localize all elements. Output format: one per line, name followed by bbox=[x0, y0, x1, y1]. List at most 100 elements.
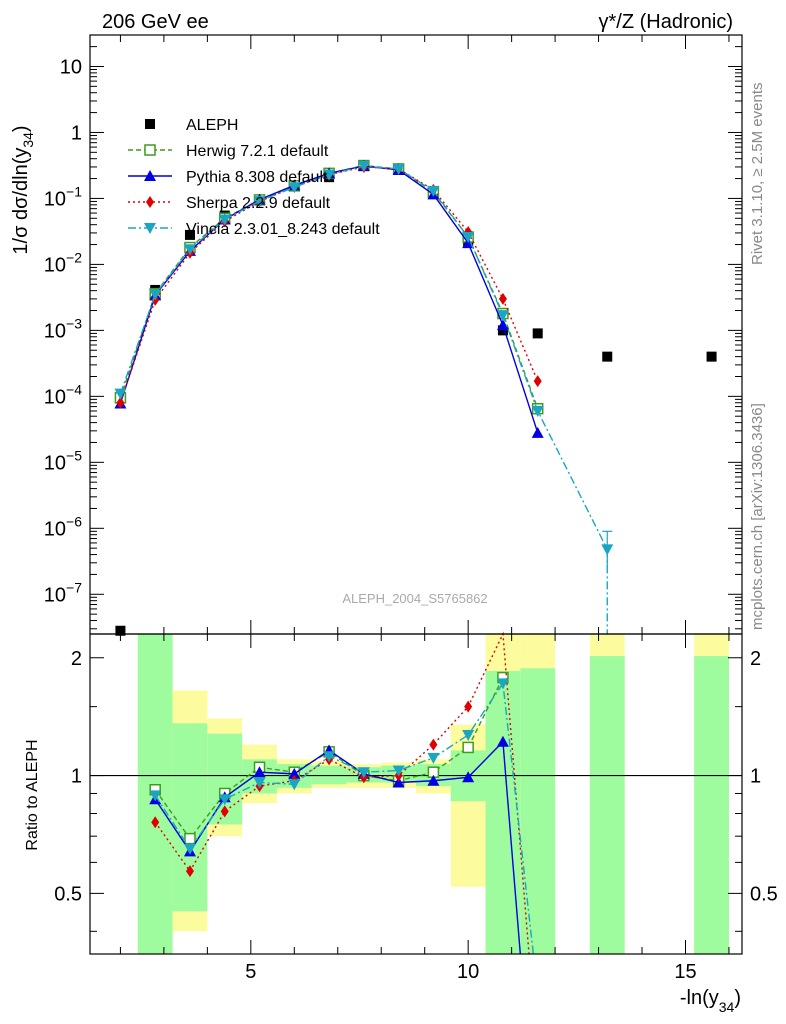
data-point-vincia bbox=[462, 232, 475, 244]
data-point-vincia bbox=[114, 388, 127, 400]
legend: ALEPH Herwig 7.2.1 default Pythia 8.308 de… bbox=[128, 117, 380, 238]
main-y-tick-label: 10−3 bbox=[44, 315, 82, 342]
main-y-tick-exponent: −1 bbox=[66, 183, 82, 199]
data-point-aleph bbox=[184, 229, 195, 240]
data-point-vincia bbox=[357, 161, 370, 173]
legend-marker-herwig bbox=[144, 144, 156, 156]
x-tick-label: 10 bbox=[457, 961, 479, 983]
ratio-band-green bbox=[520, 668, 556, 954]
x-axis-label-sub: 34 bbox=[719, 999, 735, 1015]
main-y-tick-label: 10−1 bbox=[44, 183, 82, 210]
legend-marker-vincia bbox=[144, 223, 156, 234]
data-point-vincia bbox=[531, 405, 544, 417]
main-y-tick-base: 1 bbox=[71, 122, 82, 144]
ratio-y-tick-label-right: 1 bbox=[750, 766, 761, 788]
legend-marker-sherpa bbox=[146, 196, 154, 208]
rivet-side-label: Rivet 3.1.10, ≥ 2.5M events bbox=[749, 83, 766, 266]
main-y-tick-label: 1 bbox=[71, 122, 82, 144]
ratio-uncertainty-bands bbox=[90, 634, 742, 954]
ratio-point-vincia bbox=[149, 790, 162, 802]
ratio-point-vincia bbox=[427, 752, 440, 764]
x-axis-label: -ln(y34) bbox=[680, 987, 741, 1015]
ratio-point-sherpa bbox=[429, 738, 438, 751]
main-y-tick-base: 10 bbox=[44, 254, 66, 276]
ratio-point-pythia bbox=[496, 735, 509, 747]
ratio-point-vincia bbox=[392, 765, 405, 777]
ratio-point-pythia bbox=[462, 771, 475, 783]
ratio-point-vincia bbox=[357, 767, 370, 779]
analysis-watermark: ALEPH_2004_S5765862 bbox=[342, 591, 487, 606]
main-y-tick-label: 10 bbox=[60, 56, 82, 78]
main-y-axis-label-sub: 34 bbox=[20, 132, 36, 148]
data-point-sherpa bbox=[498, 292, 507, 305]
data-point-vincia bbox=[288, 182, 301, 194]
ratio-point-sherpa bbox=[151, 816, 160, 829]
data-point-vincia bbox=[392, 163, 405, 175]
ratio-point-pythia bbox=[288, 767, 301, 779]
ratio-point-vincia bbox=[183, 843, 196, 855]
ratio-plot-frame bbox=[89, 633, 743, 955]
ratio-point-vincia bbox=[323, 751, 336, 763]
ratio-point-vincia bbox=[218, 794, 231, 806]
ratio-point-vincia bbox=[253, 777, 266, 789]
ratio-point-pythia bbox=[427, 774, 440, 786]
main-y-tick-label: 10−4 bbox=[44, 381, 82, 408]
ratio-point-pythia bbox=[253, 766, 266, 778]
main-y-tick-exponent: −7 bbox=[66, 579, 82, 595]
main-y-tick-base: 10 bbox=[44, 320, 66, 342]
x-tick-label: 5 bbox=[245, 961, 256, 983]
x-axis-label-text: -ln(y bbox=[680, 987, 719, 1009]
ratio-y-tick-label-right: 2 bbox=[750, 648, 761, 670]
ratio-line-vincia bbox=[154, 681, 535, 955]
data-point-vincia bbox=[253, 196, 266, 208]
main-y-axis-label-close: ) bbox=[10, 125, 32, 132]
main-y-tick-base: 10 bbox=[44, 584, 66, 606]
header-right-title: γ*/Z (Hadronic) bbox=[599, 11, 733, 33]
main-y-tick-label: 10−7 bbox=[44, 579, 82, 606]
ratio-plot-area bbox=[149, 631, 535, 955]
data-point-pythia bbox=[531, 426, 544, 438]
data-point-vincia bbox=[323, 169, 336, 181]
ratio-point-herwig bbox=[184, 832, 196, 845]
data-point-vincia bbox=[149, 289, 162, 301]
main-y-tick-base: 10 bbox=[44, 518, 66, 540]
legend-label-herwig: Herwig 7.2.1 default bbox=[186, 143, 329, 160]
ratio-point-sherpa bbox=[185, 865, 194, 878]
x-tick-label: 15 bbox=[674, 961, 696, 983]
mcplots-side-label: mcplots.cern.ch [arXiv:1306.3436] bbox=[749, 403, 766, 630]
legend-marker-aleph bbox=[145, 119, 155, 129]
ratio-point-sherpa bbox=[220, 805, 229, 818]
ratio-band-green bbox=[589, 656, 625, 954]
ratio-y-tick-label-right: 0.5 bbox=[750, 883, 778, 905]
legend-marker-pythia bbox=[144, 170, 156, 181]
data-point-vincia bbox=[496, 310, 509, 322]
legend-label-pythia: Pythia 8.308 default bbox=[186, 169, 328, 186]
ratio-y-tick-label: 1 bbox=[71, 766, 82, 788]
ratio-point-vincia bbox=[462, 729, 475, 741]
data-point-sherpa bbox=[116, 396, 125, 409]
series-line-vincia bbox=[119, 165, 608, 550]
ratio-point-herwig bbox=[462, 741, 474, 754]
main-y-tick-label: 10−6 bbox=[44, 513, 82, 540]
main-y-tick-base: 10 bbox=[60, 56, 82, 78]
ratio-band-green bbox=[694, 656, 729, 954]
data-point-sherpa bbox=[533, 375, 542, 388]
main-y-tick-exponent: −6 bbox=[66, 513, 82, 529]
main-y-axis-label: 1/σ dσ/dln(y34) bbox=[10, 125, 36, 254]
data-point-vincia bbox=[183, 244, 196, 256]
main-y-tick-label: 10−2 bbox=[44, 249, 82, 276]
legend-label-aleph: ALEPH bbox=[186, 117, 238, 134]
ratio-point-vincia bbox=[288, 779, 301, 791]
ratio-y-tick-label: 2 bbox=[71, 648, 82, 670]
main-y-tick-label: 10−5 bbox=[44, 447, 82, 474]
main-y-tick-exponent: −2 bbox=[66, 249, 82, 265]
main-y-tick-base: 10 bbox=[44, 386, 66, 408]
ratio-band-green bbox=[172, 723, 208, 912]
data-point-vincia bbox=[427, 185, 440, 197]
data-point-vincia bbox=[218, 214, 231, 226]
main-y-tick-base: 10 bbox=[44, 188, 66, 210]
main-y-tick-base: 10 bbox=[44, 452, 66, 474]
data-point-aleph bbox=[706, 351, 717, 362]
